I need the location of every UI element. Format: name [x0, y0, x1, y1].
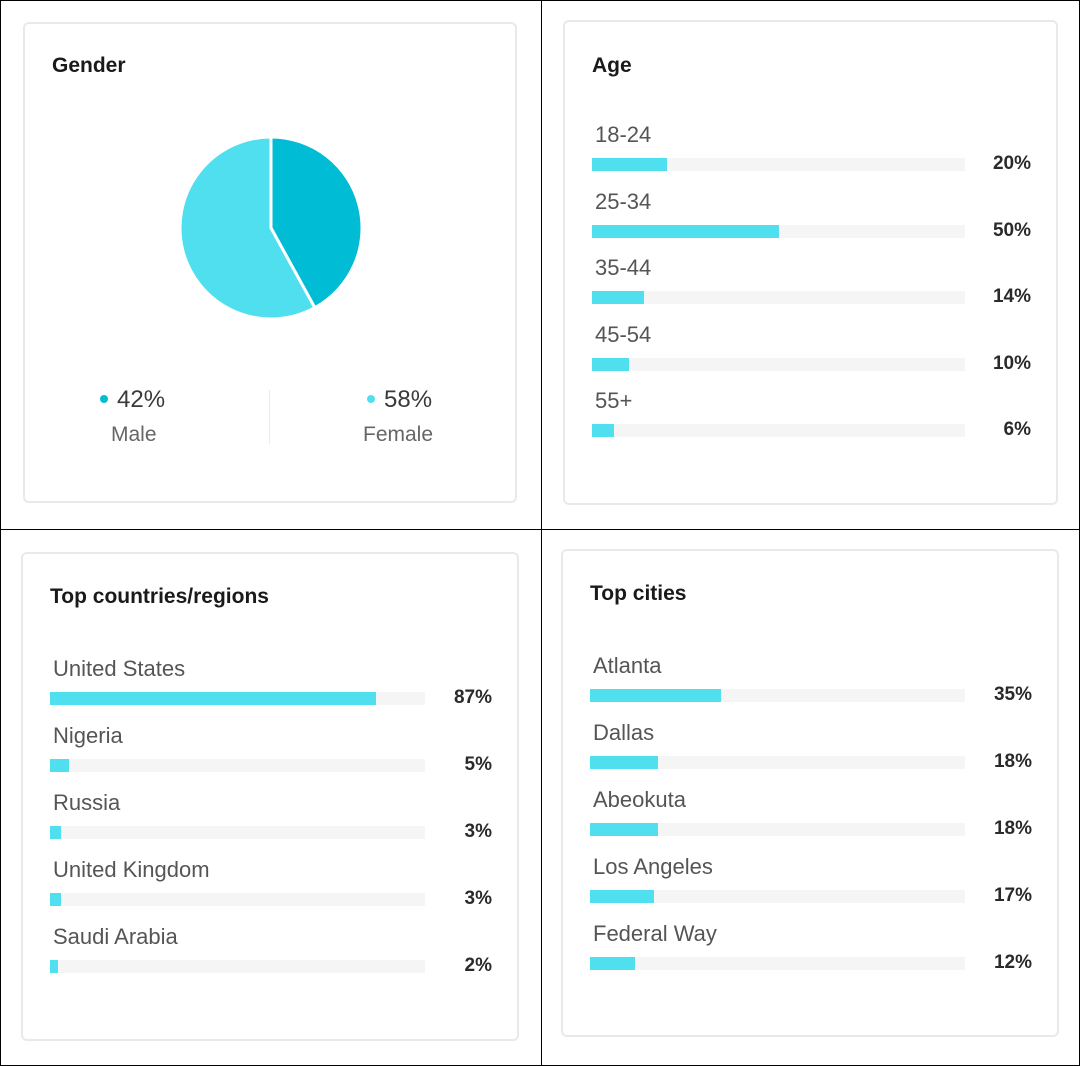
age-group-bar-track: [592, 424, 965, 437]
city-bar: [590, 890, 654, 903]
gender-title: Gender: [52, 54, 126, 77]
country-label: United States: [53, 656, 186, 681]
cities-card: Top cities Atlanta 35% Dallas 18% Abeokuta 18…: [561, 549, 1059, 1037]
city-percent: 18%: [993, 818, 1032, 839]
pie-slice-male: [269, 135, 364, 310]
age-group-bar: [592, 291, 645, 304]
age-group-label: 35-44: [595, 255, 652, 280]
city-bar: [590, 756, 658, 769]
city-bar-track: [590, 957, 965, 970]
city-bar: [590, 957, 635, 970]
country-percent: 2%: [464, 955, 492, 976]
city-label: Federal Way: [593, 921, 717, 946]
male-percent-value: 42%: [117, 386, 166, 413]
country-bar: [50, 692, 377, 705]
cities-title: Top cities: [590, 582, 687, 605]
age-group-bar: [592, 357, 630, 371]
age-group-bar-track: [592, 291, 965, 304]
age-group-percent: 6%: [1003, 419, 1031, 440]
age-group-label: 55+: [595, 388, 633, 413]
city-bar-track: [590, 823, 965, 836]
city-label: Los Angeles: [593, 854, 713, 879]
countries-title: Top countries/regions: [50, 585, 269, 608]
country-label: United Kingdom: [53, 857, 210, 882]
male-percent: 42%: [100, 386, 165, 414]
age-group-bar-track: [592, 158, 965, 171]
country-percent: 87%: [453, 687, 492, 708]
age-group-percent: 20%: [992, 153, 1031, 174]
age-group-label: 18-24: [595, 122, 652, 147]
country-percent: 3%: [464, 821, 492, 842]
city-percent: 18%: [993, 751, 1032, 772]
age-group-percent: 50%: [992, 219, 1031, 241]
country-percent: 3%: [464, 888, 492, 909]
country-bar-track: [50, 692, 425, 705]
female-percent-value: 58%: [384, 386, 433, 413]
countries-card: Top countries/regions United States 87% Ni…: [21, 552, 519, 1041]
female-percent: 58%: [367, 386, 432, 414]
age-group-percent: 14%: [992, 286, 1031, 307]
city-bar-track: [590, 756, 965, 769]
age-group-bar-track: [592, 357, 965, 371]
city-percent: 17%: [993, 885, 1032, 906]
city-bar-track: [590, 689, 965, 702]
pie-slice-female: [178, 135, 317, 321]
male-dot-icon: [100, 394, 108, 403]
country-bar-track: [50, 960, 425, 973]
country-bar-track: [50, 893, 425, 906]
male-label: Male: [111, 423, 157, 446]
city-bar-track: [590, 890, 965, 903]
city-label: Atlanta: [593, 653, 662, 678]
city-label: Dallas: [593, 720, 655, 745]
age-group-label: 25-34: [595, 188, 652, 214]
female-label: Female: [363, 423, 434, 446]
country-bar-track: [50, 759, 425, 772]
age-group-bar-track: [592, 224, 965, 238]
country-bar-track: [50, 826, 425, 839]
age-group-label: 45-54: [595, 321, 652, 347]
legend-divider: [269, 390, 270, 444]
country-label: Russia: [53, 790, 121, 815]
country-bar: [50, 893, 62, 906]
city-bar: [590, 823, 658, 836]
country-label: Saudi Arabia: [53, 924, 178, 949]
gender-card: Gender 42% Male 58% Female: [23, 22, 517, 503]
female-dot-icon: [367, 394, 375, 403]
country-label: Nigeria: [53, 723, 123, 748]
age-card: Age 18-24 20% 25-34 50% 35-44 14% 45-54 10% 55+ 6…: [563, 20, 1058, 505]
age-group-bar: [592, 224, 779, 238]
city-percent: 12%: [993, 952, 1032, 973]
city-bar: [590, 689, 722, 702]
age-group-bar: [592, 158, 667, 171]
age-group-percent: 10%: [992, 352, 1031, 374]
country-bar: [50, 826, 62, 839]
city-label: Abeokuta: [593, 787, 686, 812]
age-group-bar: [592, 424, 615, 437]
age-title: Age: [592, 54, 632, 77]
country-bar: [50, 759, 69, 772]
gender-pie-chart: [178, 135, 364, 321]
country-bar: [50, 960, 58, 973]
city-percent: 35%: [993, 684, 1032, 705]
country-percent: 5%: [464, 754, 492, 775]
